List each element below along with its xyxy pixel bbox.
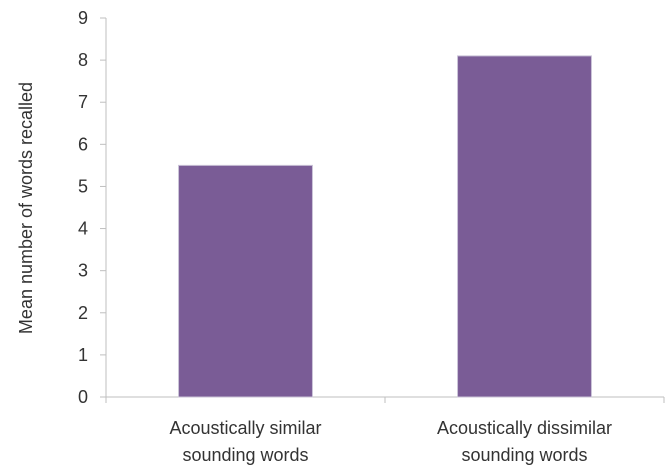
bar (457, 55, 592, 398)
x-category-label: sounding words (461, 445, 587, 465)
category-labels: Acoustically similar sounding words Acoust… (169, 418, 612, 465)
y-tick-label: 5 (78, 176, 88, 196)
y-axis-title: Mean number of words recalled (16, 82, 36, 334)
y-tick-label: 3 (78, 261, 88, 281)
y-tick-label: 8 (78, 50, 88, 70)
bar (178, 164, 313, 398)
x-axis (105, 396, 665, 403)
y-axis: 0 1 2 3 4 5 6 7 8 9 (78, 8, 107, 407)
x-category-label: Acoustically similar (169, 418, 321, 438)
y-tick-label: 0 (78, 387, 88, 407)
y-tick-label: 1 (78, 345, 88, 365)
y-tick-label: 2 (78, 303, 88, 323)
y-tick-label: 9 (78, 8, 88, 28)
y-tick-label: 6 (78, 134, 88, 154)
y-tick-label: 7 (78, 92, 88, 112)
y-tick-label: 4 (78, 219, 88, 239)
bars (178, 55, 592, 398)
x-category-label: Acoustically dissimilar (437, 418, 612, 438)
x-category-label: sounding words (182, 445, 308, 465)
